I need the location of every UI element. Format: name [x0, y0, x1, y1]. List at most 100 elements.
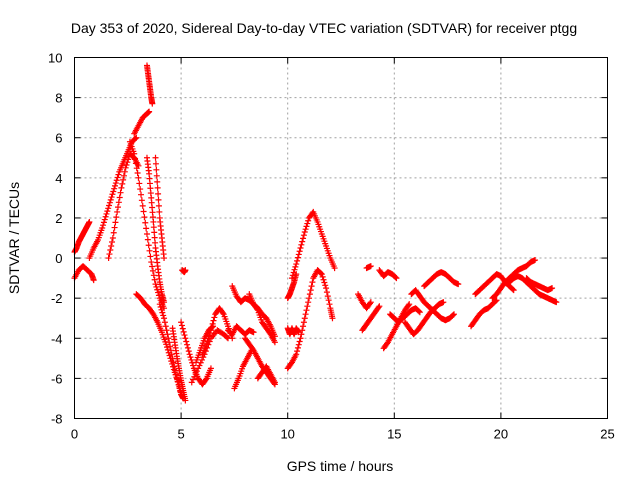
- data-point: [182, 267, 189, 274]
- grid: [74, 57, 608, 419]
- data-point: [155, 190, 162, 197]
- data-point: [159, 309, 166, 316]
- data-point: [297, 245, 304, 252]
- data-point: [184, 341, 191, 348]
- data-point: [292, 263, 299, 270]
- data-series-s2: [71, 263, 97, 284]
- y-tick-label: 10: [48, 51, 62, 66]
- data-point: [191, 373, 198, 380]
- data-point: [109, 191, 116, 198]
- data-point: [111, 224, 118, 231]
- data-point: [301, 228, 308, 235]
- data-point: [450, 312, 457, 319]
- data-point: [104, 208, 111, 215]
- data-series-s35: [387, 305, 423, 326]
- data-point: [296, 248, 303, 255]
- data-point: [100, 222, 107, 229]
- data-point: [188, 356, 195, 363]
- data-point: [163, 327, 170, 334]
- data-series-s17: [193, 323, 217, 366]
- data-point: [299, 238, 306, 245]
- data-point: [145, 242, 152, 249]
- data-point: [114, 204, 121, 211]
- data-point: [319, 273, 326, 280]
- data-point: [162, 323, 169, 330]
- data-point: [101, 216, 108, 223]
- data-point: [164, 331, 171, 338]
- data-point: [154, 184, 161, 191]
- data-series-s26: [288, 208, 338, 282]
- data-point: [155, 202, 162, 209]
- y-axis-label: SDTVAR / TECUs: [6, 182, 22, 294]
- data-point: [121, 168, 128, 175]
- data-point: [114, 174, 121, 181]
- data-point: [308, 283, 315, 290]
- data-point: [107, 247, 114, 254]
- data-point: [296, 338, 303, 345]
- data-point: [298, 331, 305, 338]
- data-point: [148, 259, 155, 266]
- data-point: [112, 180, 119, 187]
- data-point: [151, 276, 158, 283]
- data-point: [152, 239, 159, 246]
- data-point: [106, 202, 113, 209]
- data-point: [300, 232, 307, 239]
- data-series-s28: [355, 291, 374, 312]
- data-point: [118, 184, 125, 191]
- data-point: [150, 218, 157, 225]
- data-point: [105, 205, 112, 212]
- data-point: [209, 324, 216, 331]
- data-series-s12: [169, 325, 189, 404]
- data-point: [392, 274, 399, 281]
- data-point: [306, 295, 313, 302]
- data-point: [115, 199, 122, 206]
- data-point: [329, 315, 336, 322]
- data-point: [161, 299, 168, 306]
- data-point: [132, 160, 139, 167]
- data-point: [142, 219, 149, 226]
- data-point: [294, 254, 301, 261]
- data-series-s20: [246, 291, 278, 346]
- data-point: [141, 214, 148, 221]
- data-point: [185, 348, 192, 355]
- data-point: [108, 194, 115, 201]
- y-tick-label: -2: [51, 291, 63, 306]
- data-point: [156, 208, 163, 215]
- data-point: [165, 335, 172, 342]
- data-point: [117, 189, 124, 196]
- y-tick-label: -6: [51, 371, 63, 386]
- data-point: [294, 348, 301, 355]
- y-tick-label: 2: [55, 211, 62, 226]
- data-point: [107, 196, 114, 203]
- data-point: [509, 286, 516, 293]
- data-point: [406, 301, 413, 308]
- axis-ticks: 0 5 10 15 20 25 -8 -6 -4 -2 0 2 4 6 8 10: [48, 51, 615, 442]
- data-point: [161, 315, 168, 322]
- data-point: [323, 289, 330, 296]
- data-point: [133, 165, 140, 172]
- data-point: [139, 202, 146, 209]
- data-point: [300, 323, 307, 330]
- data-point: [99, 224, 106, 231]
- data-series-s6: [143, 62, 156, 107]
- data-point: [293, 351, 300, 358]
- data-series-s37: [468, 297, 500, 330]
- data-point: [304, 220, 311, 227]
- data-point: [178, 322, 185, 329]
- data-point: [250, 329, 257, 336]
- data-point: [131, 150, 138, 157]
- data-point: [120, 176, 127, 183]
- data-point: [367, 299, 374, 306]
- data-series-s4: [105, 150, 142, 262]
- data-point: [152, 154, 159, 161]
- data-point: [289, 272, 296, 279]
- data-point: [184, 344, 191, 351]
- data-point: [150, 272, 157, 279]
- data-point: [168, 351, 175, 358]
- data-series-s24: [284, 271, 300, 302]
- data-point: [309, 279, 316, 286]
- data-point: [367, 263, 374, 270]
- data-point: [183, 338, 190, 345]
- data-series-s36: [421, 269, 462, 290]
